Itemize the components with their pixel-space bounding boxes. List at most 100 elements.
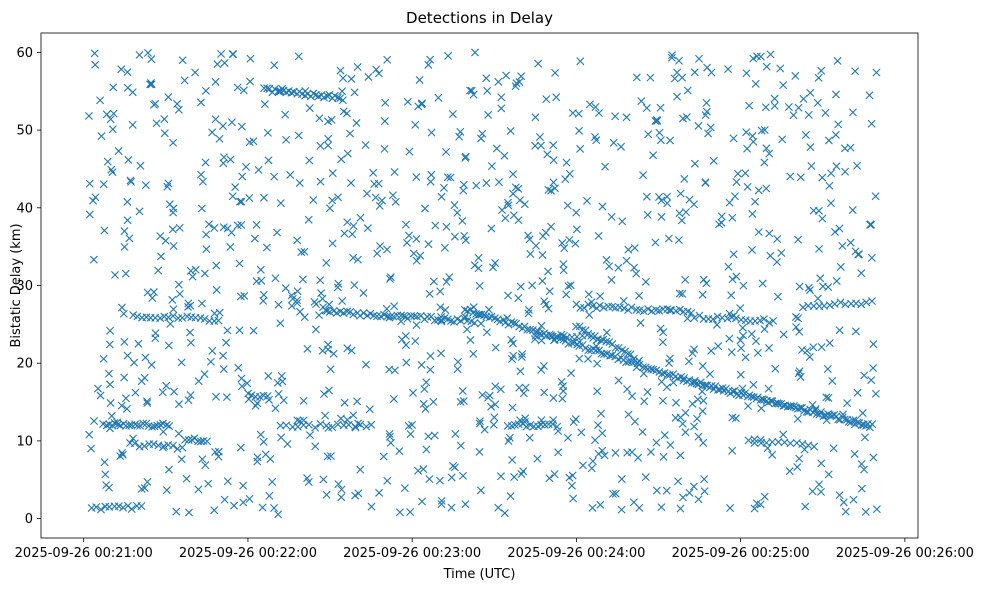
detection-clutter xyxy=(699,438,708,447)
detection-track-o xyxy=(626,350,635,359)
detection-clutter xyxy=(141,353,150,362)
detection-clutter xyxy=(159,427,168,436)
detection-clutter xyxy=(119,309,128,318)
detection-clutter xyxy=(598,429,607,438)
detection-track-o xyxy=(602,337,611,346)
detection-clutter xyxy=(694,495,703,504)
detection-clutter xyxy=(401,220,410,229)
detection-clutter xyxy=(666,306,674,315)
detection-clutter xyxy=(547,222,556,231)
detection-clutter xyxy=(854,250,863,259)
detection-clutter xyxy=(742,128,751,137)
detection-clutter xyxy=(591,103,600,112)
detection-clutter xyxy=(154,266,163,275)
detection-clutter xyxy=(303,474,312,483)
detection-clutter xyxy=(270,504,279,512)
detection-clutter xyxy=(683,86,692,95)
detection-clutter xyxy=(198,455,207,464)
detection-clutter xyxy=(695,54,703,63)
detection-clutter xyxy=(116,452,125,461)
detection-clutter xyxy=(751,79,760,88)
detection-clutter xyxy=(386,274,395,283)
detection-clutter xyxy=(773,234,782,243)
detection-clutter xyxy=(739,281,748,290)
detection-clutter xyxy=(184,299,193,308)
detection-track-g xyxy=(759,315,768,324)
detection-track-l xyxy=(114,502,123,511)
detection-clutter xyxy=(283,440,292,448)
detection-clutter xyxy=(824,470,833,479)
detection-clutter xyxy=(380,144,389,153)
detection-track-p xyxy=(547,331,556,340)
detection-clutter xyxy=(752,499,761,508)
detection-track-m xyxy=(168,441,177,450)
detection-clutter xyxy=(259,193,268,202)
detection-clutter xyxy=(533,454,542,463)
detection-clutter xyxy=(550,336,559,345)
detection-clutter xyxy=(104,369,113,378)
detection-track-e xyxy=(169,312,177,321)
detection-clutter xyxy=(653,116,662,125)
detection-clutter xyxy=(680,174,689,183)
detection-clutter xyxy=(807,162,816,170)
detection-clutter xyxy=(690,159,699,168)
detection-clutter xyxy=(424,240,433,249)
detection-clutter xyxy=(618,217,627,226)
detection-clutter xyxy=(166,319,175,328)
detection-clutter xyxy=(860,433,869,442)
detection-clutter xyxy=(724,65,733,74)
detection-clutter xyxy=(593,335,602,344)
detection-clutter xyxy=(637,97,646,106)
detection-clutter xyxy=(871,192,880,201)
detection-clutter xyxy=(97,132,106,141)
detection-clutter xyxy=(117,303,126,312)
detection-clutter xyxy=(105,424,114,433)
detection-clutter xyxy=(843,399,852,408)
detection-clutter xyxy=(117,401,126,410)
detection-clutter xyxy=(596,292,605,301)
detection-clutter xyxy=(403,97,412,106)
detection-clutter xyxy=(264,371,273,380)
detection-clutter xyxy=(402,312,411,321)
detection-clutter xyxy=(587,464,596,473)
detection-clutter xyxy=(194,377,203,386)
detection-clutter xyxy=(717,212,726,221)
detection-clutter xyxy=(147,55,156,64)
detection-clutter xyxy=(122,404,131,413)
detection-clutter xyxy=(235,259,244,268)
detection-clutter xyxy=(531,113,540,122)
detection-clutter xyxy=(200,269,209,278)
detection-clutter xyxy=(817,66,826,75)
detection-clutter xyxy=(109,109,118,118)
detection-track-f xyxy=(580,303,589,312)
detection-clutter xyxy=(161,236,170,245)
detection-clutter xyxy=(363,224,372,233)
detection-clutter xyxy=(825,181,834,190)
detection-clutter xyxy=(487,402,496,411)
detection-clutter xyxy=(275,87,284,96)
x-tick-label: 2025-09-26 00:23:00 xyxy=(343,546,481,561)
detection-track-k xyxy=(825,301,834,310)
detection-clutter xyxy=(738,323,747,332)
detection-clutter xyxy=(537,141,545,150)
detection-clutter xyxy=(391,197,400,206)
detection-clutter xyxy=(343,149,352,158)
detection-track-f xyxy=(576,303,585,312)
detection-clutter xyxy=(817,343,826,352)
detection-clutter xyxy=(123,68,132,77)
detection-clutter xyxy=(614,263,623,272)
detection-clutter xyxy=(118,450,127,459)
detection-clutter xyxy=(835,491,844,500)
detection-clutter xyxy=(632,363,641,372)
detection-clutter xyxy=(412,256,421,265)
detection-clutter xyxy=(156,232,165,241)
detection-track-i xyxy=(311,423,320,432)
detection-clutter xyxy=(304,215,313,224)
detection-clutter xyxy=(472,181,481,190)
detection-clutter xyxy=(657,212,666,221)
detection-track-b xyxy=(383,312,392,321)
detection-clutter xyxy=(174,105,183,114)
detection-clutter xyxy=(350,88,359,97)
detection-clutter xyxy=(839,410,848,419)
detection-clutter xyxy=(478,129,487,138)
